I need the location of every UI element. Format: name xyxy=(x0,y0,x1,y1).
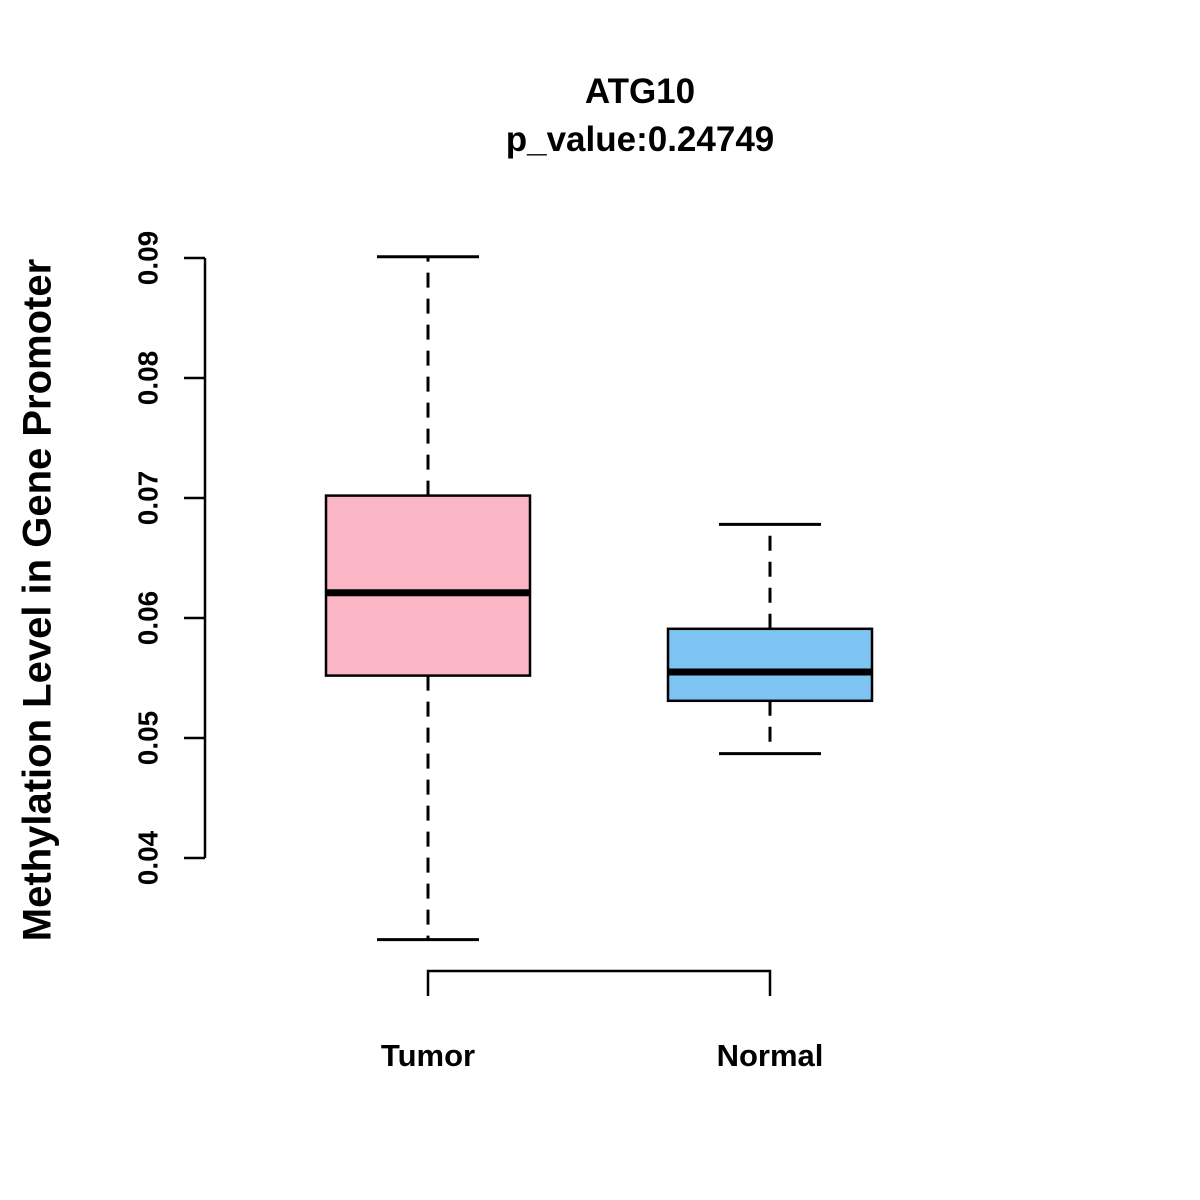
y-tick-label: 0.09 xyxy=(132,231,163,286)
chart-subtitle: p_value:0.24749 xyxy=(505,120,775,159)
x-category-label-normal: Normal xyxy=(716,1038,824,1073)
chart-title: ATG10 xyxy=(584,72,696,111)
y-tick-label: 0.04 xyxy=(132,830,163,885)
tumor-box xyxy=(324,494,532,677)
y-axis-label: Methylation Level in Gene Promoter xyxy=(15,258,60,942)
y-tick-label: 0.06 xyxy=(132,591,163,646)
y-axis xyxy=(184,256,207,860)
x-axis xyxy=(426,969,772,996)
y-tick-label: 0.05 xyxy=(132,711,163,766)
normal-box xyxy=(666,627,874,703)
y-tick-label: 0.08 xyxy=(132,351,163,406)
x-category-label-tumor: Tumor xyxy=(380,1038,476,1073)
y-tick-label: 0.07 xyxy=(132,471,163,526)
